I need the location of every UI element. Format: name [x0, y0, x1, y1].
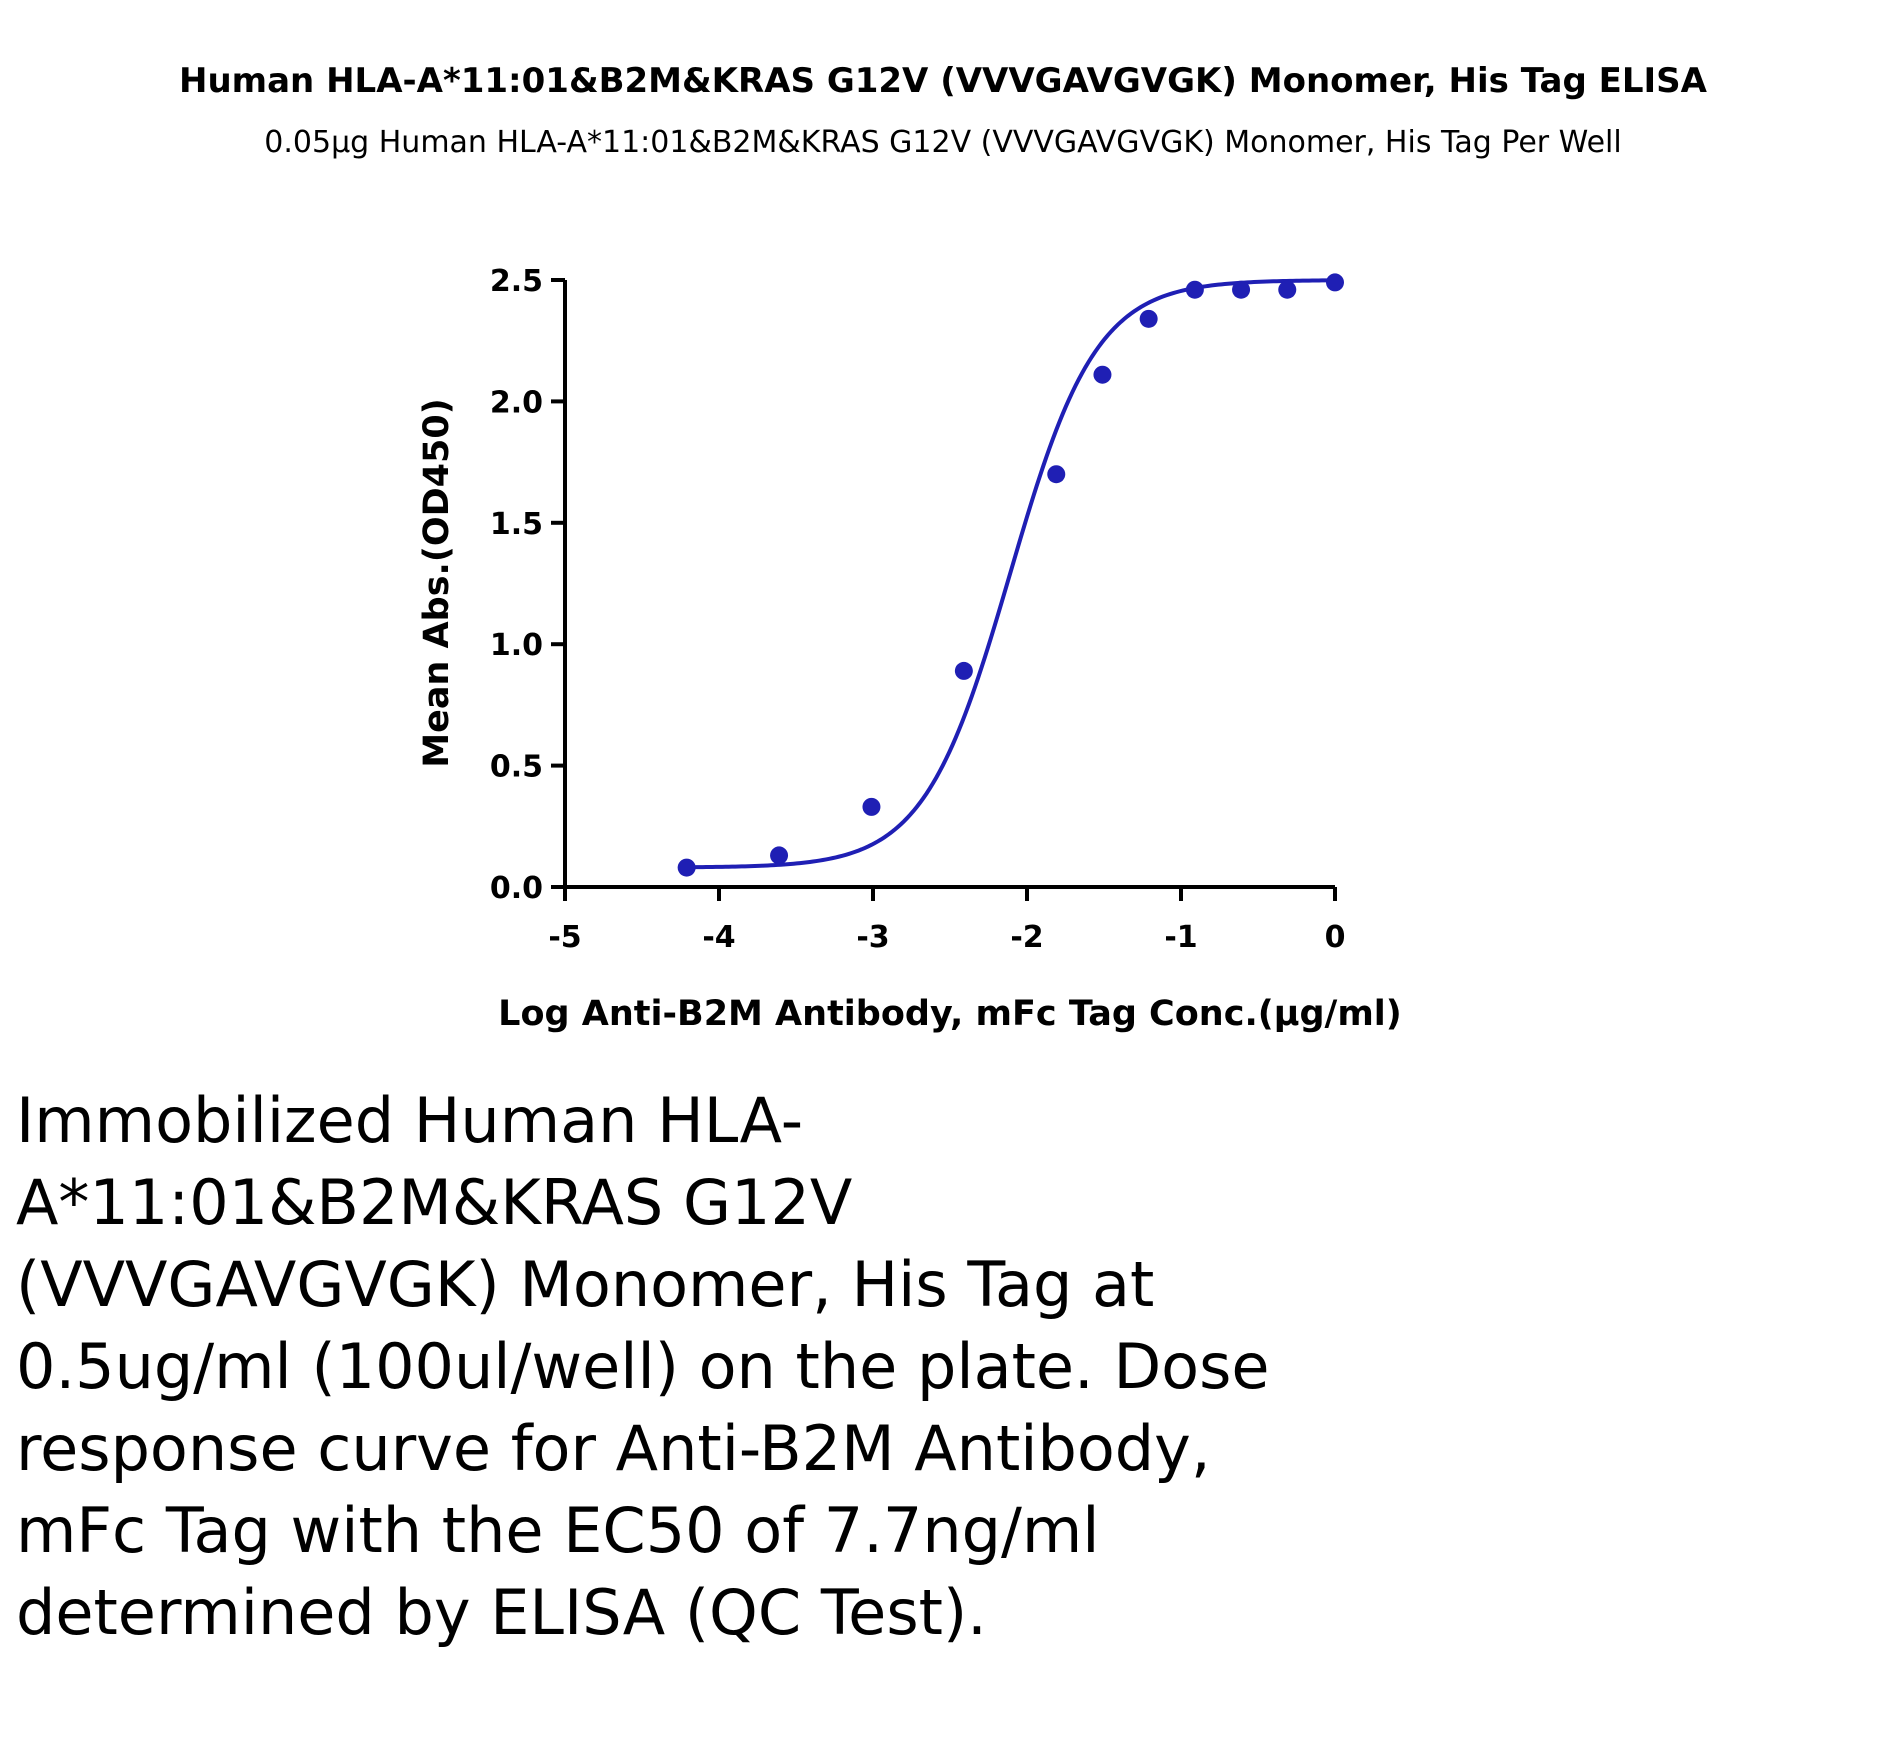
data-points [677, 273, 1344, 877]
y-tick-label: 0.0 [490, 871, 543, 906]
data-point [1047, 465, 1066, 484]
y-ticks: 0.0 0.5 1.0 1.5 2.0 2.5 [490, 264, 565, 906]
data-point [1139, 309, 1158, 328]
elisa-chart: Human HLA-A*11:01&B2M&KRAS G12V (VVVGAVG… [179, 61, 1708, 1034]
x-tick-label: -2 [1010, 920, 1043, 955]
data-point [1093, 365, 1112, 384]
chart-title: Human HLA-A*11:01&B2M&KRAS G12V (VVVGAVG… [179, 61, 1708, 101]
data-point [1185, 280, 1204, 299]
y-tick-label: 2.0 [490, 385, 543, 420]
data-point [770, 846, 789, 865]
y-axis-label: Mean Abs.(OD450) [417, 398, 457, 767]
x-tick-label: -1 [1164, 920, 1197, 955]
data-point [1278, 280, 1297, 299]
y-tick-label: 0.5 [490, 750, 543, 785]
x-axis-label: Log Anti-B2M Antibody, mFc Tag Conc.(μg/… [498, 994, 1402, 1034]
y-tick-label: 1.5 [490, 507, 543, 542]
y-tick-label: 2.5 [490, 264, 543, 299]
x-ticks: -5 -4 -3 -2 -1 0 [548, 887, 1345, 955]
data-point [862, 797, 881, 816]
data-point [1232, 280, 1251, 299]
y-tick-label: 1.0 [490, 628, 543, 663]
x-tick-label: -3 [856, 920, 889, 955]
data-point [954, 661, 973, 680]
chart-subtitle: 0.05μg Human HLA-A*11:01&B2M&KRAS G12V (… [264, 125, 1621, 160]
x-tick-label: -4 [702, 920, 735, 955]
data-point [1326, 273, 1344, 292]
data-point [677, 858, 696, 877]
figure-caption: Immobilized Human HLA-A*11:01&B2M&KRAS G… [16, 1084, 1270, 1649]
x-tick-label: 0 [1325, 920, 1346, 955]
x-tick-label: -5 [548, 920, 581, 955]
fit-curve [686, 278, 1336, 870]
